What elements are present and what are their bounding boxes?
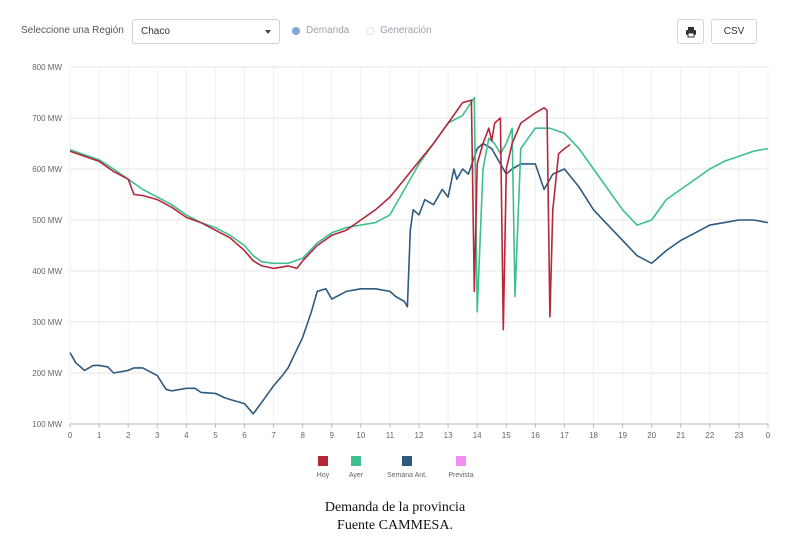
x-tick-label: 9 xyxy=(330,431,335,440)
toolbar: Seleccione una Región Chaco Demanda Gene… xyxy=(0,0,790,60)
radio-dot-unselected xyxy=(366,26,374,35)
x-tick-label: 6 xyxy=(242,431,247,440)
legend-swatch xyxy=(351,456,361,466)
x-tick-label: 12 xyxy=(415,431,424,440)
printer-icon xyxy=(685,26,696,37)
x-tick-label: 3 xyxy=(155,431,160,440)
legend-label: Semana Ant. xyxy=(387,472,427,479)
x-tick-label: 0 xyxy=(68,431,73,440)
chevron-down-icon xyxy=(265,30,271,34)
radio-demand[interactable]: Demanda xyxy=(292,25,349,36)
legend-item[interactable]: Hoy xyxy=(317,456,330,479)
csv-button[interactable]: CSV xyxy=(711,19,757,44)
x-tick-label: 0 xyxy=(766,431,771,440)
region-select-value: Chaco xyxy=(141,26,170,37)
x-tick-label: 18 xyxy=(589,431,598,440)
x-tick-label: 11 xyxy=(386,431,395,440)
x-tick-label: 22 xyxy=(705,431,714,440)
demand-line-chart: 100 MW 200 MW 300 MW 400 MW 500 MW 600 MW 700 … xyxy=(32,63,771,479)
x-tick-label: 13 xyxy=(444,431,453,440)
y-tick-label: 500 MW xyxy=(32,216,62,225)
y-tick-label: 800 MW xyxy=(32,63,62,72)
x-tick-label: 21 xyxy=(676,431,685,440)
x-tick-label: 14 xyxy=(473,431,482,440)
radio-demand-label: Demanda xyxy=(306,25,350,36)
series-line-hoy xyxy=(69,99,571,331)
y-tick-label: 200 MW xyxy=(32,369,62,378)
x-tick-label: 19 xyxy=(618,431,627,440)
x-tick-label: 10 xyxy=(356,431,365,440)
series-line-semana-ant xyxy=(69,142,769,415)
y-tick-label: 600 MW xyxy=(32,165,62,174)
x-tick-label: 1 xyxy=(97,431,102,440)
series-lines xyxy=(69,96,769,415)
radio-generation[interactable]: Generación xyxy=(366,25,432,36)
radio-generation-label: Generación xyxy=(380,25,432,36)
y-tick-label: 700 MW xyxy=(32,114,62,123)
region-label: Seleccione una Región xyxy=(21,25,124,36)
y-tick-label: 300 MW xyxy=(32,318,62,327)
legend-item[interactable]: Ayer xyxy=(349,456,364,479)
legend-label: Hoy xyxy=(317,472,330,479)
legend-swatch xyxy=(402,456,412,466)
region-select[interactable]: Chaco xyxy=(132,19,280,44)
grid-lines xyxy=(69,66,769,425)
x-tick-label: 7 xyxy=(271,431,276,440)
x-tick-label: 20 xyxy=(647,431,656,440)
y-tick-label: 100 MW xyxy=(32,420,62,429)
legend-swatch xyxy=(318,456,328,466)
x-tick-label: 5 xyxy=(213,431,218,440)
caption-title: Demanda de la provincia xyxy=(324,500,466,515)
y-tick-label: 400 MW xyxy=(32,267,62,276)
legend-item[interactable]: Semana Ant. xyxy=(387,456,427,479)
x-tick-label: 4 xyxy=(184,431,189,440)
legend-label: Prevista xyxy=(448,472,473,479)
legend-item[interactable]: Prevista xyxy=(448,456,474,479)
radio-dot-selected xyxy=(292,26,300,35)
x-tick-label: 8 xyxy=(300,431,305,440)
caption-source: Fuente CAMMESA. xyxy=(337,518,453,533)
x-tick-label: 16 xyxy=(531,431,540,440)
x-tick-label: 23 xyxy=(734,431,743,440)
x-tick-label: 2 xyxy=(126,431,131,440)
print-button[interactable] xyxy=(677,19,704,44)
axes: 100 MW 200 MW 300 MW 400 MW 500 MW 600 MW 700 … xyxy=(32,63,771,440)
legend-swatch xyxy=(456,456,466,466)
legend-label: Ayer xyxy=(349,472,364,479)
x-tick-label: 15 xyxy=(502,431,511,440)
x-tick-label: 17 xyxy=(560,431,569,440)
legend: Hoy Ayer Semana Ant. Prevista xyxy=(317,456,474,479)
